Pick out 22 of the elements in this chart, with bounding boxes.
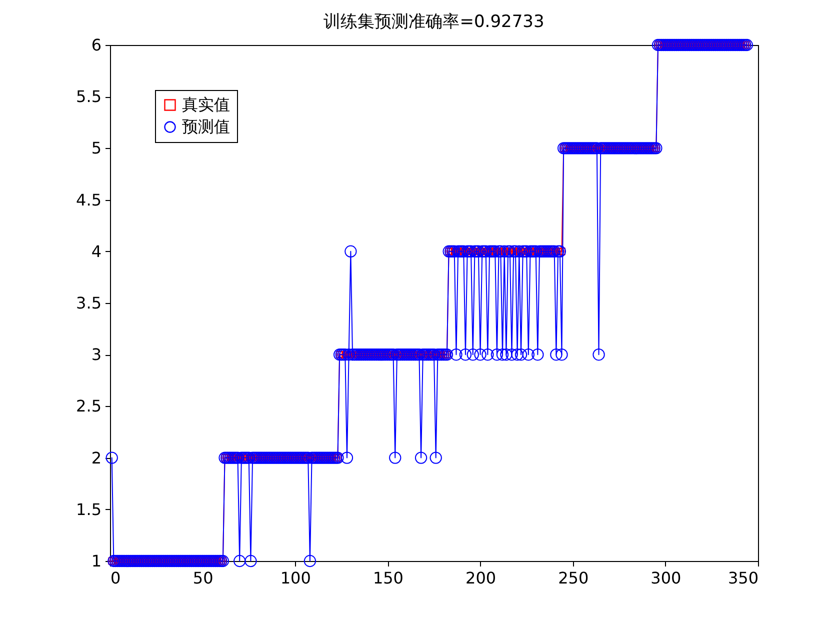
legend-label: 预测值 — [182, 117, 230, 136]
y-tick-label: 3 — [91, 345, 102, 364]
x-tick-label: 0 — [110, 568, 121, 588]
y-tick-label: 2.5 — [76, 396, 102, 416]
x-tick-label: 350 — [728, 568, 758, 588]
y-tick-label: 1.5 — [76, 500, 102, 519]
y-tick-label: 6 — [91, 36, 102, 54]
x-tick-label: 300 — [650, 568, 682, 588]
chart-title: 训练集预测准确率=0.92733 — [324, 12, 544, 32]
x-tick-label: 50 — [192, 568, 214, 588]
y-tick-label: 3.5 — [76, 294, 102, 312]
x-tick-label: 150 — [372, 568, 404, 588]
y-tick-label: 4 — [91, 242, 102, 261]
y-tick-label: 5 — [91, 138, 102, 158]
y-tick-label: 2 — [91, 448, 102, 468]
y-tick-label: 5.5 — [76, 87, 102, 106]
x-tick-label: 100 — [280, 568, 311, 588]
x-tick-label: 250 — [558, 568, 589, 588]
y-tick-label: 4.5 — [76, 190, 102, 210]
x-tick-label: 200 — [466, 568, 496, 588]
legend-label: 真实值 — [182, 95, 230, 114]
y-tick-label: 1 — [91, 552, 102, 570]
